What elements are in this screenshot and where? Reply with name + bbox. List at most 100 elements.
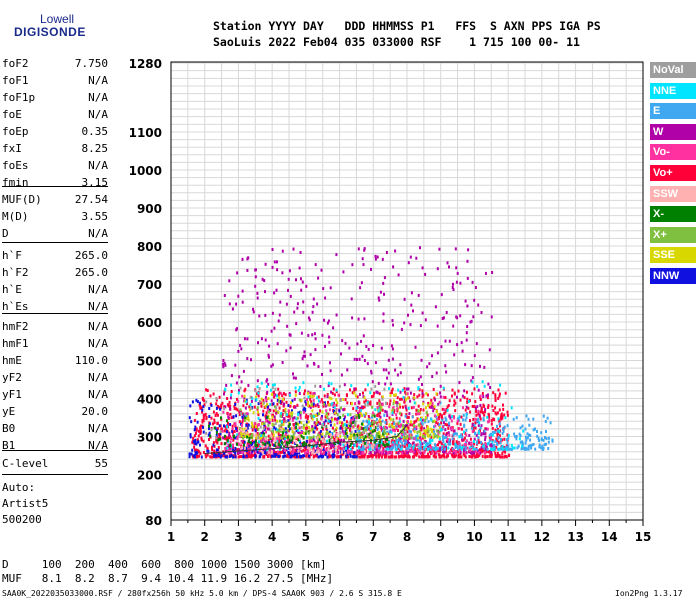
echo-point	[430, 435, 433, 439]
param-name: yF2	[2, 371, 22, 384]
echo-point	[328, 403, 331, 407]
echo-point	[405, 387, 408, 391]
logo-lowell: Lowell	[40, 12, 75, 26]
echo-point	[271, 428, 274, 432]
echo-point	[408, 444, 411, 448]
echo-point	[413, 444, 416, 447]
echo-point	[347, 425, 350, 429]
echo-point	[484, 435, 487, 439]
echo-point	[279, 447, 282, 451]
echo-point	[363, 453, 366, 457]
echo-point	[495, 437, 498, 441]
echo-point	[331, 454, 334, 457]
echo-point	[395, 424, 398, 428]
echo-point	[425, 406, 427, 410]
echo-point	[473, 387, 476, 391]
echo-point	[415, 419, 418, 423]
echo-point	[439, 395, 442, 399]
legend-item-ssw: SSW	[650, 185, 696, 202]
echo-point	[362, 405, 365, 409]
echo-point	[258, 455, 261, 459]
echo-point	[228, 400, 231, 404]
echo-point	[438, 247, 441, 251]
echo-point	[477, 424, 480, 427]
echo-point	[457, 447, 459, 451]
echo-point	[437, 422, 439, 426]
echo-point	[406, 434, 409, 438]
echo-point	[434, 424, 437, 428]
echo-point	[485, 445, 488, 449]
echo-point	[303, 392, 306, 396]
echo-point	[363, 400, 366, 404]
echo-point	[390, 430, 393, 434]
echo-point	[274, 422, 277, 426]
x-tick-label: 12	[534, 530, 551, 544]
echo-point	[287, 409, 290, 413]
echo-point	[244, 453, 246, 457]
echo-point	[402, 396, 405, 399]
echo-point	[462, 418, 465, 422]
param-fof1: foF1 N/A	[2, 74, 108, 88]
echo-point	[323, 421, 326, 425]
echo-point	[402, 433, 405, 437]
echo-point	[238, 413, 241, 417]
echo-point	[424, 430, 427, 434]
echo-point	[459, 398, 462, 402]
echo-point	[490, 455, 493, 459]
echo-point	[447, 446, 450, 450]
echo-point	[484, 410, 486, 414]
echo-point	[433, 430, 435, 434]
echo-point	[384, 437, 387, 441]
echo-point	[257, 413, 260, 417]
echo-point	[323, 423, 326, 427]
echo-point	[241, 289, 244, 293]
echo-point	[427, 434, 430, 438]
param-hme: hmE 110.0	[2, 354, 108, 368]
echo-point	[331, 391, 334, 395]
echo-point	[530, 446, 533, 450]
echo-point	[316, 396, 319, 400]
echo-point	[257, 427, 260, 431]
echo-point	[371, 455, 374, 459]
param-c-level: C-level 55	[2, 457, 108, 471]
echo-point	[421, 446, 424, 449]
echo-point	[295, 417, 298, 421]
echo-point	[188, 452, 191, 456]
echo-point	[370, 434, 373, 438]
legend-item-noval: NoVal	[650, 62, 696, 78]
echo-point	[399, 437, 402, 441]
echo-point	[416, 412, 419, 416]
echo-point	[319, 400, 322, 404]
echo-point	[396, 407, 399, 411]
y-tick-label: 800	[137, 240, 162, 254]
echo-point	[259, 401, 262, 405]
echo-point	[470, 319, 473, 323]
echo-point	[261, 438, 264, 442]
echo-point	[265, 430, 267, 434]
echo-point	[421, 383, 423, 386]
echo-point	[396, 429, 399, 432]
echo-point	[426, 393, 429, 397]
echo-point	[322, 401, 325, 405]
echo-point	[445, 433, 448, 437]
echo-point	[548, 436, 550, 440]
echo-point	[292, 449, 295, 453]
echo-point	[307, 316, 310, 320]
echo-point	[382, 447, 385, 451]
echo-point	[371, 446, 374, 450]
echo-point	[493, 431, 496, 434]
echo-point	[392, 323, 394, 327]
echo-point	[427, 420, 430, 424]
echo-point	[432, 432, 435, 436]
echo-point	[367, 347, 370, 351]
param-yf2: yF2 N/A	[2, 371, 108, 385]
echo-point	[445, 370, 448, 374]
echo-point	[239, 386, 242, 390]
echo-point	[421, 451, 424, 455]
logo-digisonde: DIGISONDE	[14, 25, 86, 39]
echo-point	[210, 416, 213, 420]
echo-point	[236, 397, 238, 401]
echo-point	[289, 427, 291, 431]
echo-point	[342, 450, 345, 454]
x-tick-label: 14	[601, 530, 618, 544]
